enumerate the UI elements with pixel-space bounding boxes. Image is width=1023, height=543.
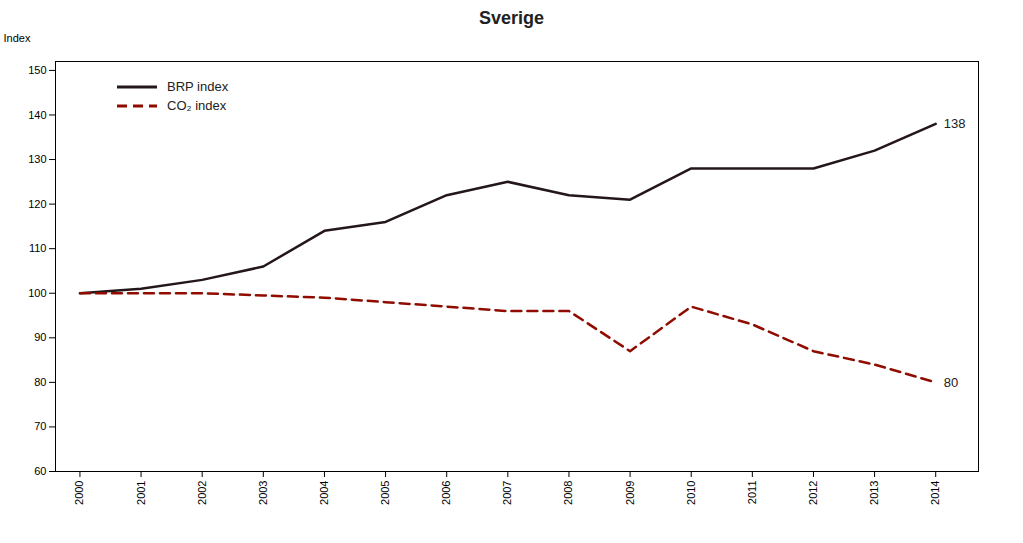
html-text:BRP index: BRP index (167, 79, 229, 94)
svg-text:90: 90 (34, 331, 46, 343)
svg-text:2001: 2001 (135, 481, 147, 505)
svg-text:130: 130 (28, 153, 46, 165)
svg-text:2009: 2009 (624, 481, 636, 505)
svg-text:2000: 2000 (73, 481, 85, 505)
svg-text:70: 70 (34, 420, 46, 432)
svg-text:2012: 2012 (807, 481, 819, 505)
svg-text:2013: 2013 (868, 481, 880, 505)
svg-text:2011: 2011 (746, 481, 758, 505)
html-text:CO₂ index: CO₂ index (167, 98, 227, 113)
svg-text:2005: 2005 (379, 481, 391, 505)
svg-text:2007: 2007 (501, 481, 513, 505)
svg-text:80: 80 (944, 375, 958, 390)
svg-text:2004: 2004 (318, 481, 330, 505)
svg-text:2010: 2010 (685, 481, 697, 505)
html-text:Sverige: Sverige (479, 8, 544, 28)
svg-text:110: 110 (29, 242, 47, 254)
svg-text:138: 138 (944, 116, 966, 131)
svg-text:120: 120 (28, 198, 46, 210)
svg-text:2008: 2008 (562, 481, 574, 505)
svg-text:2002: 2002 (196, 481, 208, 505)
svg-text:2014: 2014 (929, 481, 941, 505)
svg-text:150: 150 (28, 64, 46, 76)
svg-text:2006: 2006 (440, 481, 452, 505)
svg-text:60: 60 (34, 465, 46, 477)
svg-text:100: 100 (28, 287, 46, 299)
svg-text:140: 140 (28, 108, 46, 120)
svg-text:Index: Index (4, 32, 31, 44)
svg-text:80: 80 (34, 376, 46, 388)
svg-text:2003: 2003 (257, 481, 269, 505)
